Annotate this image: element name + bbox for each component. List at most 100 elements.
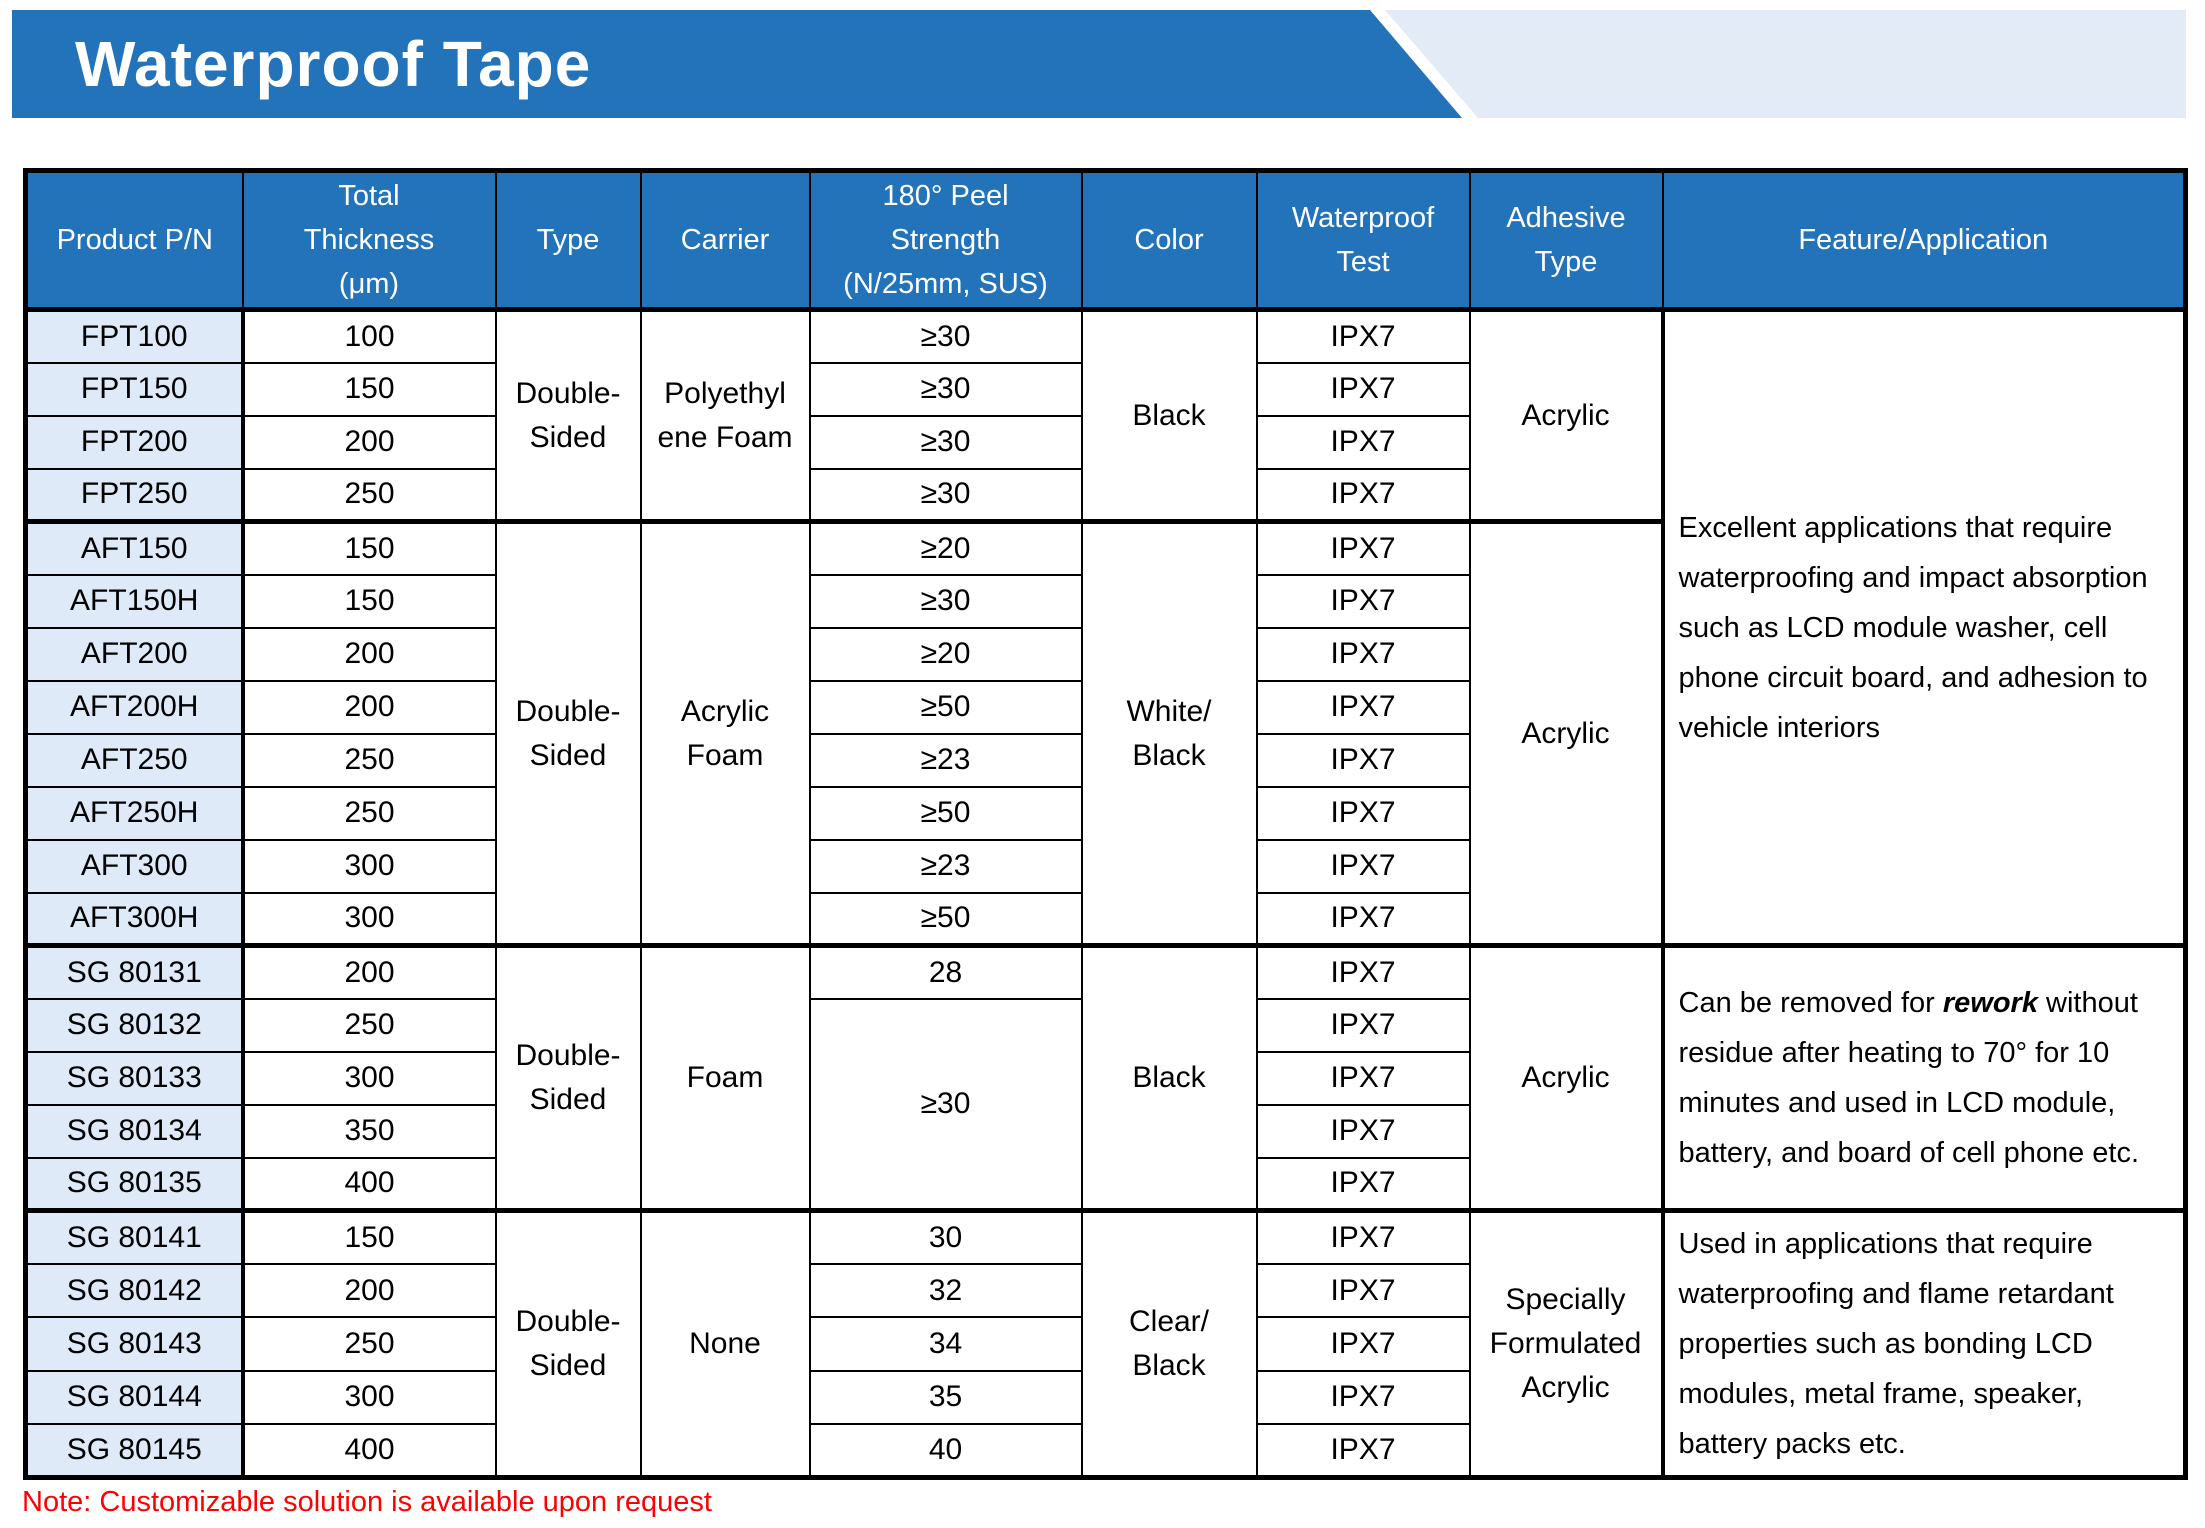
cell-product-pn: AFT200H: [24, 679, 245, 735]
table-row: SG 80131 200 Double- Sided Foam 28 Black…: [24, 943, 2187, 1212]
cell-thickness: 250: [241, 997, 497, 1053]
table-row: FPT250 250 ≥30 IPX7: [24, 467, 2186, 523]
cell-peel: ≥30: [808, 309, 1083, 364]
cell-waterproof: IPX7: [1255, 519, 1471, 576]
cell-peel: ≥50: [808, 679, 1083, 735]
cell-product-pn: SG 80142: [24, 1262, 245, 1319]
cell-waterproof: IPX7: [1255, 626, 1471, 682]
cell-product-pn: SG 80141: [24, 1207, 245, 1265]
cell-color: Black: [1080, 943, 1258, 1212]
cell-waterproof: IPX7: [1255, 891, 1471, 947]
cell-product-pn: SG 80145: [24, 1423, 245, 1479]
cell-thickness: 100: [241, 309, 497, 364]
table-row: FPT150 150 ≥30 IPX7: [24, 361, 2186, 417]
cell-type: Double- Sided: [494, 1208, 642, 1479]
cell-waterproof: IPX7: [1255, 1207, 1471, 1265]
cell-product-pn: AFT250H: [24, 785, 245, 841]
cell-peel: ≥50: [808, 785, 1083, 841]
table-row: FPT200 200 ≥30 IPX7: [24, 414, 2186, 470]
cell-product-pn: SG 80134: [24, 1103, 245, 1159]
table-row: SG 80143 250 34 IPX7: [24, 1316, 2186, 1372]
cell-thickness: 200: [241, 414, 497, 470]
cell-product-pn: FPT150: [24, 361, 245, 417]
cell-product-pn: AFT250: [24, 732, 245, 788]
cell-adhesive: Acrylic: [1468, 519, 1664, 947]
cell-adhesive: Acrylic: [1468, 943, 1664, 1212]
cell-waterproof: IPX7: [1255, 414, 1471, 470]
cell-color: Black: [1080, 309, 1258, 523]
cell-carrier: Polyethyl ene Foam: [639, 309, 811, 523]
cell-thickness: 250: [241, 785, 497, 841]
cell-color: White/ Black: [1080, 519, 1258, 947]
cell-thickness: 200: [241, 626, 497, 682]
table-row: AFT250H 250 ≥50 IPX7: [24, 785, 2186, 841]
cell-waterproof: IPX7: [1255, 943, 1471, 1000]
table-row: SG 80145 400 40 IPX7: [24, 1423, 2186, 1479]
cell-adhesive: Acrylic: [1468, 309, 1664, 523]
cell-peel: ≥23: [808, 732, 1083, 788]
table-row: AFT300 300 ≥23 IPX7: [24, 838, 2186, 894]
cell-thickness: 300: [241, 1369, 497, 1426]
cell-type: Double- Sided: [494, 309, 642, 523]
table-row: SG 80135 400 IPX7: [24, 1156, 2186, 1212]
cell-waterproof: IPX7: [1255, 838, 1471, 894]
table-row: SG 80142 200 32 IPX7: [24, 1262, 2186, 1319]
cell-feature: Excellent applications that require wate…: [1660, 309, 2187, 947]
cell-color: Clear/ Black: [1080, 1208, 1258, 1479]
cell-waterproof: IPX7: [1255, 1423, 1471, 1479]
banner: Waterproof Tape: [12, 10, 1462, 118]
table-row: AFT250 250 ≥23 IPX7: [24, 732, 2186, 788]
cell-carrier: None: [639, 1208, 811, 1479]
cell-product-pn: FPT200: [24, 414, 245, 470]
cell-thickness: 300: [241, 891, 497, 947]
cell-waterproof: IPX7: [1255, 1262, 1471, 1319]
cell-feature: Used in applications that require waterp…: [1660, 1208, 2187, 1479]
col-header-thickness: Total Thickness (μm): [241, 169, 497, 312]
table-row: AFT150H 150 ≥30 IPX7: [24, 573, 2186, 629]
cell-thickness: 250: [241, 1316, 497, 1372]
cell-thickness: 150: [241, 1207, 497, 1265]
cell-thickness: 250: [241, 467, 497, 523]
cell-peel: ≥30: [808, 361, 1083, 417]
cell-waterproof: IPX7: [1255, 679, 1471, 735]
cell-peel: ≥30: [808, 467, 1083, 523]
cell-waterproof: IPX7: [1255, 1316, 1471, 1372]
col-header-carrier: Carrier: [639, 169, 811, 312]
cell-thickness: 200: [241, 943, 497, 1000]
col-header-waterproof-test: Waterproof Test: [1255, 169, 1471, 312]
col-header-adhesive-type: Adhesive Type: [1468, 169, 1664, 312]
spec-table: Product P/N Total Thickness (μm) Type Ca…: [23, 168, 2188, 1480]
cell-product-pn: AFT300H: [24, 891, 245, 947]
cell-waterproof: IPX7: [1255, 1369, 1471, 1426]
cell-product-pn: SG 80131: [24, 943, 245, 1000]
cell-product-pn: SG 80144: [24, 1369, 245, 1426]
cell-peel: ≥20: [808, 519, 1083, 576]
cell-peel: ≥30: [808, 414, 1083, 470]
cell-product-pn: AFT150: [24, 519, 245, 576]
cell-peel: 32: [808, 1262, 1083, 1319]
cell-waterproof: IPX7: [1255, 361, 1471, 417]
cell-peel: 30: [808, 1207, 1083, 1265]
cell-thickness: 150: [241, 573, 497, 629]
cell-peel: ≥30: [808, 997, 1083, 1212]
col-header-type: Type: [494, 169, 642, 312]
cell-thickness: 400: [241, 1156, 497, 1212]
cell-feature: Can be removed for rework without residu…: [1660, 943, 2187, 1212]
cell-product-pn: FPT100: [24, 309, 245, 364]
table-row: AFT150 150 Double- Sided Acrylic Foam ≥2…: [24, 519, 2186, 947]
cell-waterproof: IPX7: [1255, 1156, 1471, 1212]
cell-thickness: 300: [241, 1050, 497, 1106]
cell-waterproof: IPX7: [1255, 732, 1471, 788]
cell-waterproof: IPX7: [1255, 997, 1471, 1053]
table-row: FPT100 100 Double- Sided Polyethyl ene F…: [24, 309, 2187, 947]
table-row: SG 80132 250 ≥30 IPX7: [24, 997, 2186, 1212]
cell-product-pn: SG 80132: [24, 997, 245, 1053]
page-title: Waterproof Tape: [75, 28, 592, 100]
table-row: SG 80141 150 Double- Sided None 30 Clear…: [24, 1207, 2187, 1479]
cell-peel: 34: [808, 1316, 1083, 1372]
header-row: Product P/N Total Thickness (μm) Type Ca…: [24, 169, 2187, 312]
cell-type: Double- Sided: [494, 943, 642, 1212]
cell-thickness: 150: [241, 361, 497, 417]
cell-thickness: 400: [241, 1423, 497, 1479]
cell-thickness: 350: [241, 1103, 497, 1159]
